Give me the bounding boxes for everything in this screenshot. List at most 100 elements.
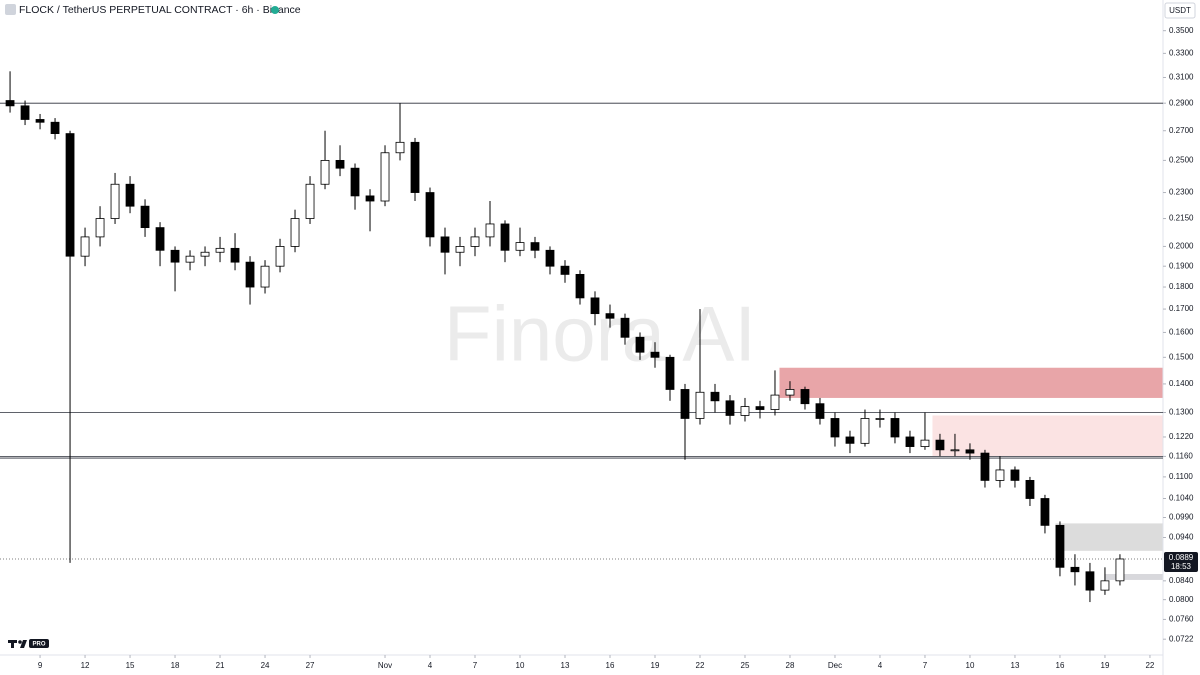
- candle-body: [950, 449, 960, 452]
- y-tick-label: 0.1700: [1169, 304, 1194, 313]
- x-tick-label: 22: [696, 661, 705, 670]
- x-tick-label: 28: [786, 661, 795, 670]
- y-tick-label: 0.1500: [1169, 352, 1194, 361]
- candle-body: [230, 247, 240, 263]
- candle-body: [470, 236, 480, 247]
- y-tick-label: 0.3500: [1169, 26, 1194, 35]
- candle-body: [20, 105, 30, 120]
- x-tick-label: 4: [428, 661, 433, 670]
- x-tick-label: 15: [126, 661, 135, 670]
- candle-body: [1025, 480, 1035, 499]
- x-tick-label: 21: [216, 661, 225, 670]
- y-tick-label: 0.0840: [1169, 576, 1194, 585]
- candle-body: [35, 119, 45, 123]
- candle-body: [560, 265, 570, 275]
- candle-body: [755, 406, 765, 410]
- candle-body: [1010, 469, 1020, 481]
- candle-body: [695, 391, 705, 419]
- chart-title: FLOCK / TetherUS PERPETUAL CONTRACT · 6h…: [19, 4, 301, 16]
- candle-body: [545, 249, 555, 267]
- candle-body: [215, 247, 225, 253]
- watermark: Finora AI: [444, 290, 756, 378]
- candle-body: [65, 133, 75, 257]
- candle-body: [1115, 558, 1125, 582]
- candle-body: [50, 121, 60, 134]
- candle-body: [5, 100, 15, 107]
- currency-button[interactable]: [1164, 2, 1196, 19]
- candle-body: [980, 452, 990, 481]
- candle-body: [305, 183, 315, 219]
- candle-body: [665, 356, 675, 390]
- candle-body: [1055, 524, 1065, 568]
- candle-body: [80, 236, 90, 257]
- x-tick-label: 24: [261, 661, 270, 670]
- x-tick-label: 27: [306, 661, 315, 670]
- price-label: 0.0889: [1169, 553, 1194, 562]
- candle-body: [935, 439, 945, 451]
- candle-body: [410, 141, 420, 193]
- x-tick-label: 16: [606, 661, 615, 670]
- currency-label: USDT: [1169, 6, 1191, 15]
- y-tick-label: 0.0722: [1169, 634, 1194, 643]
- candle-body: [875, 418, 885, 420]
- candle-body: [1070, 566, 1080, 573]
- candle-body: [395, 141, 405, 154]
- candle-body: [275, 246, 285, 267]
- candle-body: [365, 195, 375, 202]
- candle-body: [740, 406, 750, 416]
- candle-body: [920, 439, 930, 447]
- candle-body: [830, 418, 840, 438]
- candle-body: [155, 227, 165, 251]
- candle-body: [1040, 498, 1050, 526]
- candle-body: [725, 400, 735, 416]
- candle-body: [1085, 571, 1095, 591]
- candle-body: [575, 273, 585, 299]
- candle-body: [860, 418, 870, 444]
- candle-body: [320, 159, 330, 185]
- candle-body: [815, 403, 825, 419]
- y-tick-label: 0.1100: [1169, 472, 1193, 481]
- candle-body: [845, 436, 855, 444]
- candle-body: [350, 167, 360, 197]
- y-tick-label: 0.1400: [1169, 379, 1194, 388]
- x-tick-label: 22: [1145, 661, 1154, 670]
- candle-body: [245, 261, 255, 288]
- y-tick-label: 0.2150: [1169, 214, 1194, 223]
- y-tick-label: 0.0940: [1169, 533, 1194, 542]
- candle-body: [500, 223, 510, 251]
- candle-body: [260, 265, 270, 288]
- candle-body: [890, 418, 900, 438]
- candle-body: [785, 389, 795, 396]
- y-tick-label: 0.3300: [1169, 48, 1194, 57]
- zone: [779, 367, 1163, 398]
- x-tick-label: 10: [516, 661, 525, 670]
- logo-badge: [29, 639, 49, 648]
- y-tick-label: 0.1300: [1169, 408, 1194, 417]
- zone: [1055, 523, 1163, 551]
- y-tick-label: 0.2700: [1169, 126, 1194, 135]
- x-tick-label: 16: [1056, 661, 1065, 670]
- x-tick-label: 7: [473, 661, 478, 670]
- symbol-header[interactable]: FLOCK / TetherUS PERPETUAL CONTRACT · 6h…: [5, 4, 301, 16]
- y-tick-label: 0.3100: [1169, 73, 1194, 82]
- candle-body: [995, 469, 1005, 481]
- y-tick-label: 0.1040: [1169, 494, 1194, 503]
- logo-part: [18, 640, 22, 644]
- logo-part: [20, 640, 27, 648]
- candle-body: [680, 389, 690, 419]
- candle-body: [530, 242, 540, 251]
- candle-body: [605, 313, 615, 319]
- candle-body: [590, 297, 600, 315]
- candle-body: [905, 436, 915, 447]
- candle-body: [635, 336, 645, 353]
- y-tick-label: 0.0800: [1169, 595, 1194, 604]
- candle-body: [335, 159, 345, 169]
- candle-body: [440, 236, 450, 253]
- candle-body: [425, 192, 435, 238]
- x-tick-label: 12: [81, 661, 90, 670]
- x-tick-label: 13: [561, 661, 570, 670]
- symbol-icon: [5, 4, 16, 15]
